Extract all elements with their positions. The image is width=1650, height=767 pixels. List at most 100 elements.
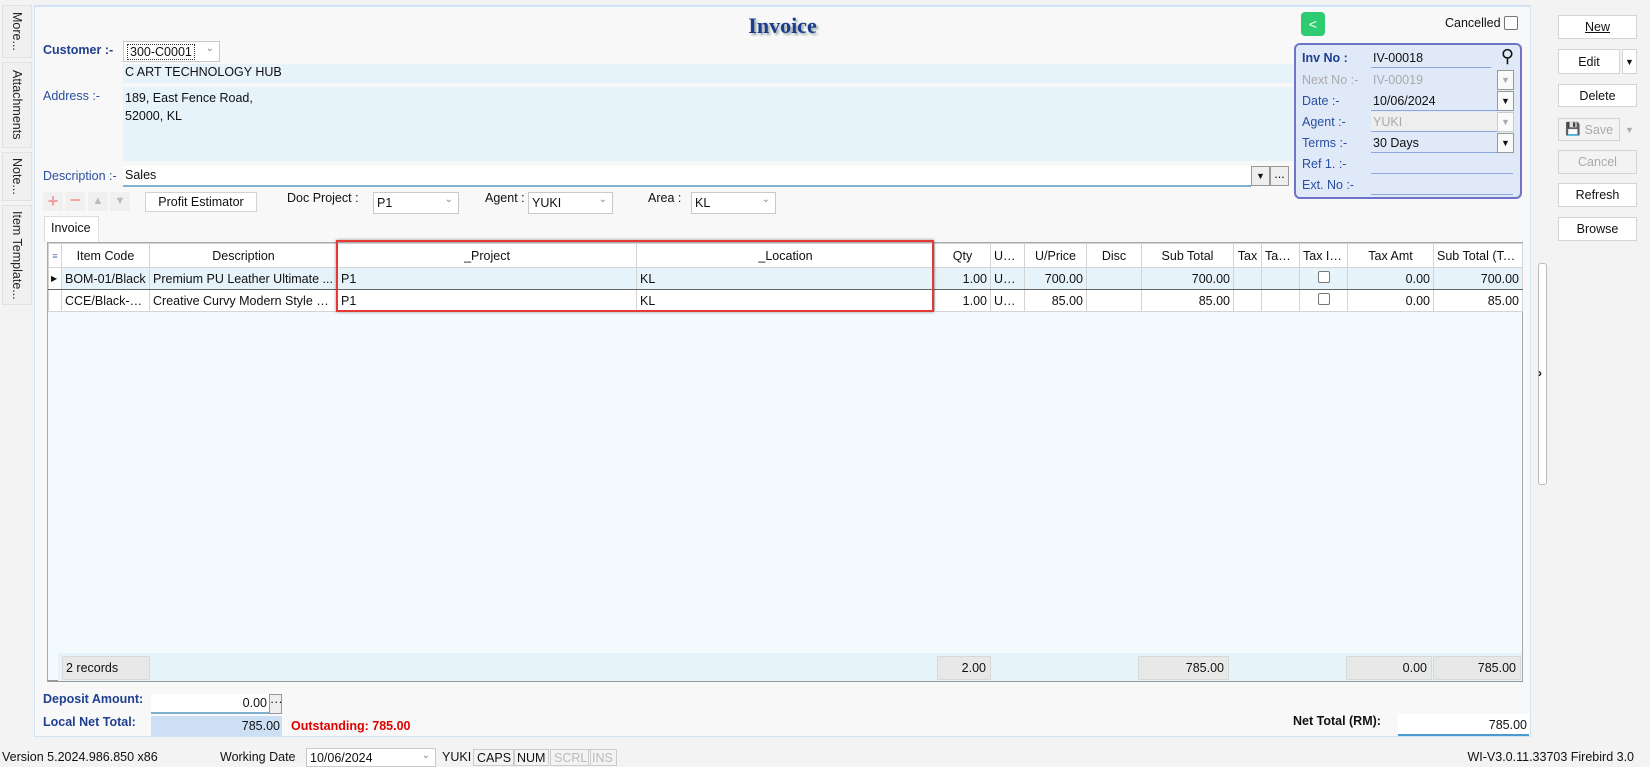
cell-qty[interactable]: 1.00: [934, 267, 991, 290]
items-grid: ≡ Item Code Description _Project _Locati…: [47, 242, 1523, 682]
side-tab-item-template[interactable]: Item Template...: [2, 205, 32, 305]
dropdown-icon[interactable]: ▼: [1497, 112, 1514, 132]
save-dropdown-icon[interactable]: ▼: [1622, 118, 1637, 141]
new-button[interactable]: New: [1558, 15, 1637, 39]
cell-tax-inclusive[interactable]: [1299, 267, 1348, 290]
cell-qty[interactable]: 1.00: [934, 289, 991, 312]
footer-qty: 2.00: [937, 656, 991, 680]
browse-button[interactable]: Browse: [1558, 217, 1637, 241]
col-project[interactable]: _Project: [337, 243, 637, 268]
cell-tax-amt[interactable]: 0.00: [1347, 289, 1434, 312]
cell-description[interactable]: Premium PU Leather Ultimate ...: [149, 267, 338, 290]
cell-location[interactable]: KL: [636, 289, 935, 312]
save-button[interactable]: 💾 Save: [1558, 118, 1620, 141]
working-date-combo[interactable]: 10/06/2024 ⌄: [306, 748, 436, 767]
side-tab-attachments[interactable]: Attachments: [2, 62, 32, 148]
col-location[interactable]: _Location: [636, 243, 935, 268]
cell-uom[interactable]: UNIT: [990, 267, 1025, 290]
cell-item-code[interactable]: CCE/Black-C...: [61, 289, 150, 312]
cell-item-code[interactable]: BOM-01/Black: [61, 267, 150, 290]
area-combo[interactable]: KL ⌄: [691, 192, 776, 214]
cell-tax-inclusive[interactable]: [1299, 289, 1348, 312]
date-value: 10/06/2024: [1373, 93, 1436, 108]
tax-inclusive-checkbox[interactable]: [1317, 293, 1330, 305]
cell-subtotal[interactable]: 85.00: [1141, 289, 1234, 312]
cell-tax2[interactable]: [1261, 267, 1300, 290]
refresh-button[interactable]: Refresh: [1558, 183, 1637, 207]
address-field[interactable]: 189, East Fence Road, 52000, KL: [123, 87, 1293, 161]
col-tax-amt[interactable]: Tax Amt: [1347, 243, 1434, 268]
share-icon[interactable]: <: [1301, 12, 1325, 36]
ref-field[interactable]: [1371, 154, 1513, 174]
cancelled-check[interactable]: [1503, 16, 1518, 30]
scrollbar[interactable]: [1538, 263, 1547, 485]
table-row[interactable]: CCE/Black-C... Creative Curvy Modern Sty…: [48, 289, 1523, 312]
delete-button[interactable]: Delete: [1558, 84, 1637, 107]
dropdown-icon[interactable]: ▼: [1497, 133, 1514, 153]
customer-code-combo[interactable]: 300-C0001 ⌄: [123, 41, 220, 62]
terms-field[interactable]: 30 Days ▼: [1371, 133, 1514, 153]
cell-subtotal-tax[interactable]: 85.00: [1433, 289, 1523, 312]
col-qty[interactable]: Qty: [934, 243, 991, 268]
profit-estimator-button[interactable]: Profit Estimator: [145, 192, 257, 212]
cancel-button[interactable]: Cancel: [1558, 150, 1637, 174]
area-label: Area :: [648, 191, 682, 205]
col-tax[interactable]: Tax: [1233, 243, 1262, 268]
cell-subtotal-tax[interactable]: 700.00: [1433, 267, 1523, 290]
remove-row-icon[interactable]: −: [65, 191, 85, 211]
deposit-input[interactable]: 0.00: [151, 694, 269, 714]
description-dropdown-button[interactable]: ▼: [1251, 166, 1270, 186]
inv-agent-field[interactable]: YUKI ▼: [1371, 112, 1514, 132]
cell-tax[interactable]: [1233, 267, 1262, 290]
move-down-icon[interactable]: ▼: [110, 192, 130, 211]
date-label: Date :-: [1302, 94, 1340, 108]
customer-name-field[interactable]: C ART TECHNOLOGY HUB: [123, 64, 1293, 83]
tab-invoice[interactable]: Invoice: [44, 216, 99, 242]
col-subtotal-tax[interactable]: Sub Total (Tax): [1433, 243, 1523, 268]
side-tab-more[interactable]: More...: [2, 5, 32, 58]
version-text: Version 5.2024.986.850 x86: [2, 750, 158, 764]
cell-subtotal[interactable]: 700.00: [1141, 267, 1234, 290]
doc-project-combo[interactable]: P1 ⌄: [373, 192, 459, 214]
next-no-field[interactable]: IV-00019 ▼: [1371, 70, 1514, 90]
dropdown-icon[interactable]: ▼: [1497, 91, 1514, 111]
cell-uom[interactable]: UNIT: [990, 289, 1025, 312]
col-uom[interactable]: UO...: [990, 243, 1025, 268]
cell-tax2[interactable]: [1261, 289, 1300, 312]
area-value: KL: [695, 196, 711, 210]
ext-no-field[interactable]: [1371, 175, 1513, 195]
column-chooser-icon[interactable]: ≡: [48, 243, 62, 268]
dropdown-icon[interactable]: ▼: [1497, 70, 1514, 90]
cancelled-checkbox[interactable]: Cancelled: [1445, 16, 1518, 30]
agent-combo[interactable]: YUKI ⌄: [528, 192, 613, 214]
cell-disc[interactable]: [1086, 267, 1142, 290]
edit-button[interactable]: Edit: [1558, 49, 1620, 74]
col-tax-inclusive[interactable]: Tax In...: [1299, 243, 1348, 268]
cell-uprice[interactable]: 700.00: [1024, 267, 1087, 290]
cell-disc[interactable]: [1086, 289, 1142, 312]
description-more-button[interactable]: ...: [1270, 166, 1289, 186]
cell-uprice[interactable]: 85.00: [1024, 289, 1087, 312]
tax-inclusive-checkbox[interactable]: [1317, 271, 1330, 283]
side-tab-note[interactable]: Note...: [2, 152, 32, 201]
move-up-icon[interactable]: ▲: [88, 192, 108, 211]
deposit-more-button[interactable]: ···: [269, 694, 283, 714]
inv-no-field[interactable]: IV-00018: [1371, 48, 1491, 68]
col-uprice[interactable]: U/Price: [1024, 243, 1087, 268]
date-field[interactable]: 10/06/2024 ▼: [1371, 91, 1514, 111]
col-item-code[interactable]: Item Code: [61, 243, 150, 268]
col-disc[interactable]: Disc: [1086, 243, 1142, 268]
add-row-icon[interactable]: +: [43, 192, 63, 211]
col-description[interactable]: Description: [149, 243, 338, 268]
description-input[interactable]: Sales: [123, 166, 1251, 187]
search-icon[interactable]: ⚲: [1500, 46, 1514, 66]
col-subtotal[interactable]: Sub Total: [1141, 243, 1234, 268]
expand-panel-icon[interactable]: ›: [1538, 366, 1542, 380]
cell-tax-amt[interactable]: 0.00: [1347, 267, 1434, 290]
table-row[interactable]: ▶ BOM-01/Black Premium PU Leather Ultima…: [48, 267, 1523, 290]
edit-dropdown-icon[interactable]: ▼: [1622, 49, 1637, 74]
cell-description[interactable]: Creative Curvy Modern Style Ea...: [149, 289, 338, 312]
col-tax2[interactable]: Tax ...: [1261, 243, 1300, 268]
cell-project[interactable]: P1: [337, 289, 637, 312]
cell-tax[interactable]: [1233, 289, 1262, 312]
